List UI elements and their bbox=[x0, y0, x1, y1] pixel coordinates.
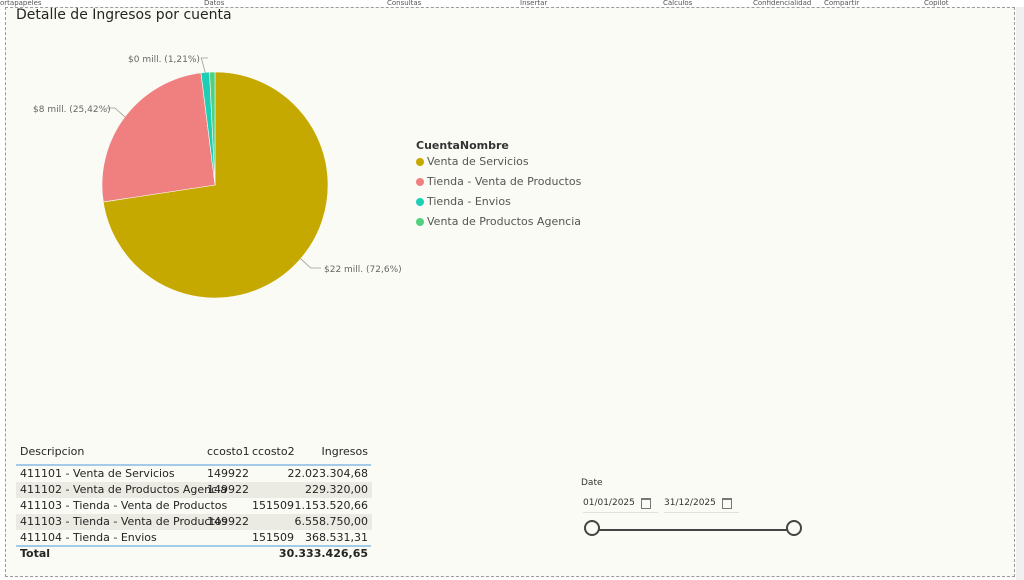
header-ccosto1[interactable]: ccosto1 bbox=[207, 445, 250, 458]
legend-title: CuentaNombre bbox=[416, 139, 509, 152]
ribbon-label[interactable]: Datos bbox=[204, 0, 225, 7]
pie-slice[interactable] bbox=[102, 71, 329, 299]
calendar-icon[interactable] bbox=[640, 497, 651, 509]
table-row[interactable]: 411102 - Venta de Productos Agencia 14992… bbox=[16, 482, 372, 498]
header-ccosto2[interactable]: ccosto2 bbox=[252, 445, 295, 458]
table-cell: 149922 bbox=[207, 467, 249, 480]
total-label: Total bbox=[20, 547, 51, 560]
table-cell: 411103 - Tienda - Venta de Productos bbox=[20, 515, 228, 528]
table-row[interactable]: 411101 - Venta de Servicios 149922 22.023.… bbox=[16, 466, 372, 482]
legend-item[interactable]: Tienda - Venta de Productos bbox=[416, 175, 581, 188]
start-date-value: 01/01/2025 bbox=[583, 498, 635, 508]
data-label-leader bbox=[106, 107, 126, 118]
data-label: $22 mill. (72,6%) bbox=[324, 265, 402, 275]
legend-label: Venta de Servicios bbox=[427, 155, 529, 168]
total-divider bbox=[16, 545, 371, 547]
date-range-track[interactable] bbox=[592, 529, 794, 531]
table-header: Descripcion ccosto1 ccosto2 Ingresos bbox=[16, 444, 372, 460]
total-value: 30.333.426,65 bbox=[278, 547, 368, 560]
table-row[interactable]: 411103 - Tienda - Venta de Productos 1515… bbox=[16, 498, 372, 514]
legend-label: Venta de Productos Agencia bbox=[427, 215, 582, 228]
right-pane-edge bbox=[1016, 7, 1024, 580]
table-cell: 1.153.520,66 bbox=[294, 499, 368, 512]
range-end-handle[interactable] bbox=[786, 520, 802, 536]
ribbon-label[interactable]: ortapapeles bbox=[0, 0, 42, 7]
table-total-row: Total 30.333.426,65 bbox=[16, 546, 372, 562]
table-cell: 151509 bbox=[252, 499, 294, 512]
table-cell: 411102 - Venta de Productos Agencia bbox=[20, 483, 227, 496]
ribbon-label[interactable]: Insertar bbox=[520, 0, 548, 7]
pie-slice[interactable] bbox=[101, 72, 216, 203]
data-label-leader bbox=[300, 258, 321, 269]
ribbon-label[interactable]: Consultas bbox=[387, 0, 422, 7]
data-label: $8 mill. (25,42%) bbox=[33, 105, 111, 115]
table-cell: 149922 bbox=[207, 483, 249, 496]
table-cell: 411101 - Venta de Servicios bbox=[20, 467, 175, 480]
legend-dot-icon bbox=[416, 177, 424, 186]
header-divider bbox=[16, 464, 371, 466]
header-ingresos[interactable]: Ingresos bbox=[321, 445, 368, 458]
legend-dot-icon bbox=[416, 197, 424, 206]
ribbon-label[interactable]: Compartir bbox=[824, 0, 860, 7]
table-cell: 411103 - Tienda - Venta de Productos bbox=[20, 499, 228, 512]
chart-title: Detalle de Ingresos por cuenta bbox=[16, 7, 232, 23]
ribbon-group-labels: ortapapeles Datos Consultas Insertar Cálculo… bbox=[0, 0, 1024, 7]
table-cell: 149922 bbox=[207, 515, 249, 528]
legend-item[interactable]: Venta de Productos Agencia bbox=[416, 215, 581, 228]
table-cell: 6.558.750,00 bbox=[294, 515, 368, 528]
table-cell: 151509 bbox=[252, 531, 294, 544]
calendar-icon[interactable] bbox=[721, 497, 732, 509]
ribbon-label[interactable]: Copilot bbox=[924, 0, 949, 7]
legend-dot-icon bbox=[416, 157, 424, 166]
table-row[interactable]: 411103 - Tienda - Venta de Productos 1499… bbox=[16, 514, 372, 530]
legend-item[interactable]: Tienda - Envios bbox=[416, 195, 511, 208]
pie-slice[interactable] bbox=[209, 71, 216, 186]
start-date-input[interactable]: 01/01/2025 bbox=[583, 494, 658, 513]
legend-item[interactable]: Venta de Servicios bbox=[416, 155, 529, 168]
date-slicer-title: Date bbox=[581, 478, 603, 488]
legend-label: Tienda - Envios bbox=[427, 195, 511, 208]
data-label: $0 mill. (1,21%) bbox=[128, 55, 200, 65]
header-descripcion[interactable]: Descripcion bbox=[20, 445, 85, 458]
end-date-value: 31/12/2025 bbox=[664, 498, 716, 508]
table-row[interactable]: 411104 - Tienda - Envios 151509 368.531,31 bbox=[16, 530, 372, 546]
end-date-input[interactable]: 31/12/2025 bbox=[664, 494, 739, 513]
legend-dot-icon bbox=[416, 217, 424, 226]
table-cell: 229.320,00 bbox=[305, 483, 368, 496]
data-label-leader bbox=[200, 57, 208, 73]
table-cell: 22.023.304,68 bbox=[287, 467, 368, 480]
table-cell: 411104 - Tienda - Envios bbox=[20, 531, 157, 544]
range-start-handle[interactable] bbox=[584, 520, 600, 536]
legend-label: Tienda - Venta de Productos bbox=[427, 175, 582, 188]
table-cell: 368.531,31 bbox=[305, 531, 368, 544]
ribbon-label[interactable]: Confidencialidad bbox=[753, 0, 812, 7]
ribbon-label[interactable]: Cálculos bbox=[663, 0, 693, 7]
